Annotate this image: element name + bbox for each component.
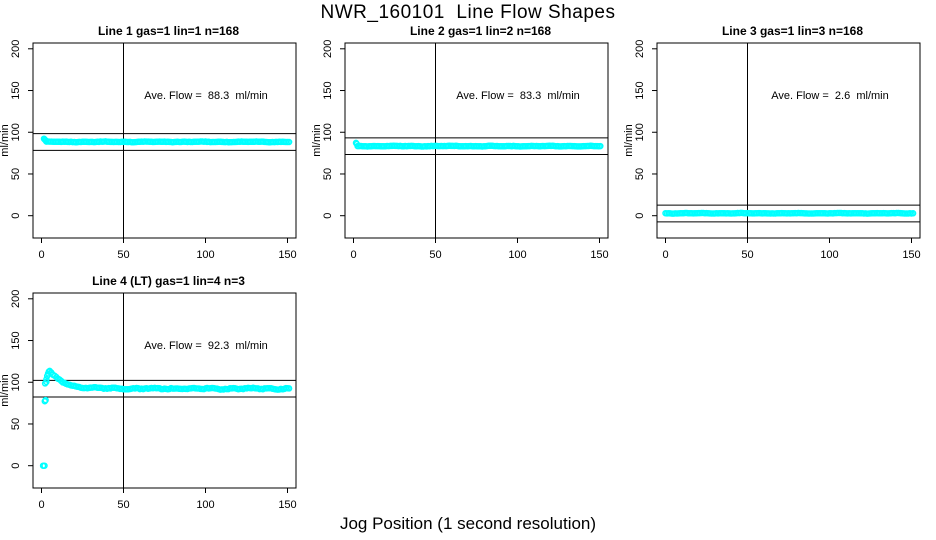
data-points xyxy=(352,139,604,150)
y-tick-label: 0 xyxy=(10,213,22,219)
x-tick-label: 100 xyxy=(196,499,214,511)
y-tick-label: 200 xyxy=(322,40,334,58)
x-tick-label: 0 xyxy=(38,249,44,261)
x-tick-label: 0 xyxy=(38,499,44,511)
x-tick-label: 150 xyxy=(902,249,920,261)
x-tick-label: 50 xyxy=(741,249,753,261)
y-tick-label: 200 xyxy=(10,40,22,58)
x-tick-label: 150 xyxy=(278,249,296,261)
x-axis-title: Jog Position (1 second resolution) xyxy=(339,514,597,533)
panel-line-3: 0 50 100 150 0 50 100 150 200 ml/min Line 3 gas=1 … xyxy=(623,24,921,261)
panel-title: Line 1 gas=1 lin=1 n=168 xyxy=(98,24,239,38)
panel-title: Line 4 (LT) gas=1 lin=4 n=3 xyxy=(92,274,245,288)
y-axis-ticks: 0 50 100 150 200 xyxy=(322,40,345,219)
y-tick-label: 100 xyxy=(634,123,646,141)
x-tick-label: 150 xyxy=(590,249,608,261)
y-tick-label: 150 xyxy=(322,81,334,99)
y-axis-ticks: 0 50 100 150 200 xyxy=(10,290,33,469)
plot-box xyxy=(656,42,921,239)
panel-title: Line 2 gas=1 lin=2 n=168 xyxy=(410,24,551,38)
y-tick-label: 150 xyxy=(634,81,646,99)
x-axis-ticks: 0 50 100 150 xyxy=(350,238,609,261)
y-tick-label: 150 xyxy=(10,331,22,349)
y-tick-label: 50 xyxy=(10,168,22,180)
y-tick-label: 150 xyxy=(10,81,22,99)
x-tick-label: 150 xyxy=(278,499,296,511)
data-points xyxy=(39,367,293,469)
y-tick-label: 50 xyxy=(322,168,334,180)
y-tick-label: 50 xyxy=(634,168,646,180)
avg-flow-annotation: Ave. Flow = 92.3 ml/min xyxy=(144,340,268,352)
y-tick-label: 100 xyxy=(10,123,22,141)
avg-flow-annotation: Ave. Flow = 88.3 ml/min xyxy=(144,90,268,102)
panel-line-2: 0 50 100 150 0 50 100 150 200 ml/min Line 2 gas=1 … xyxy=(311,24,609,261)
plot-box xyxy=(32,292,297,489)
panel-title: Line 3 gas=1 lin=3 n=168 xyxy=(722,24,863,38)
x-tick-label: 100 xyxy=(508,249,526,261)
x-tick-label: 0 xyxy=(662,249,668,261)
y-axis-ticks: 0 50 100 150 200 xyxy=(10,40,33,219)
y-axis-ticks: 0 50 100 150 200 xyxy=(634,40,657,219)
x-axis-ticks: 0 50 100 150 xyxy=(38,488,297,511)
x-axis-ticks: 0 50 100 150 xyxy=(662,238,921,261)
figure-title: NWR_160101 Line Flow Shapes xyxy=(320,2,616,23)
panel-line-4: 0 50 100 150 0 50 100 150 200 ml/min Line 4 (LT) g… xyxy=(0,274,297,511)
y-axis-label: ml/min xyxy=(623,124,635,156)
avg-flow-annotation: Ave. Flow = 83.3 ml/min xyxy=(456,90,580,102)
x-tick-label: 50 xyxy=(117,249,129,261)
y-tick-label: 200 xyxy=(634,40,646,58)
y-axis-label: ml/min xyxy=(0,374,11,406)
avg-flow-annotation: Ave. Flow = 2.6 ml/min xyxy=(771,90,888,102)
y-axis-label: ml/min xyxy=(311,124,323,156)
y-tick-label: 0 xyxy=(322,213,334,219)
y-axis-label: ml/min xyxy=(0,124,11,156)
data-points xyxy=(40,135,293,146)
data-points xyxy=(662,209,917,217)
plot-box xyxy=(344,42,609,239)
plot-box xyxy=(32,42,297,239)
x-tick-label: 100 xyxy=(196,249,214,261)
x-axis-ticks: 0 50 100 150 xyxy=(38,238,297,261)
y-tick-label: 0 xyxy=(10,463,22,469)
x-tick-label: 50 xyxy=(429,249,441,261)
y-tick-label: 100 xyxy=(322,123,334,141)
y-tick-label: 100 xyxy=(10,373,22,391)
x-tick-label: 50 xyxy=(117,499,129,511)
panel-line-1: 0 50 100 150 0 50 100 150 200 ml/min Line 1 gas=1 … xyxy=(0,24,297,261)
y-tick-label: 50 xyxy=(10,418,22,430)
x-tick-label: 100 xyxy=(820,249,838,261)
y-tick-label: 0 xyxy=(634,213,646,219)
x-tick-label: 0 xyxy=(350,249,356,261)
y-tick-label: 200 xyxy=(10,290,22,308)
